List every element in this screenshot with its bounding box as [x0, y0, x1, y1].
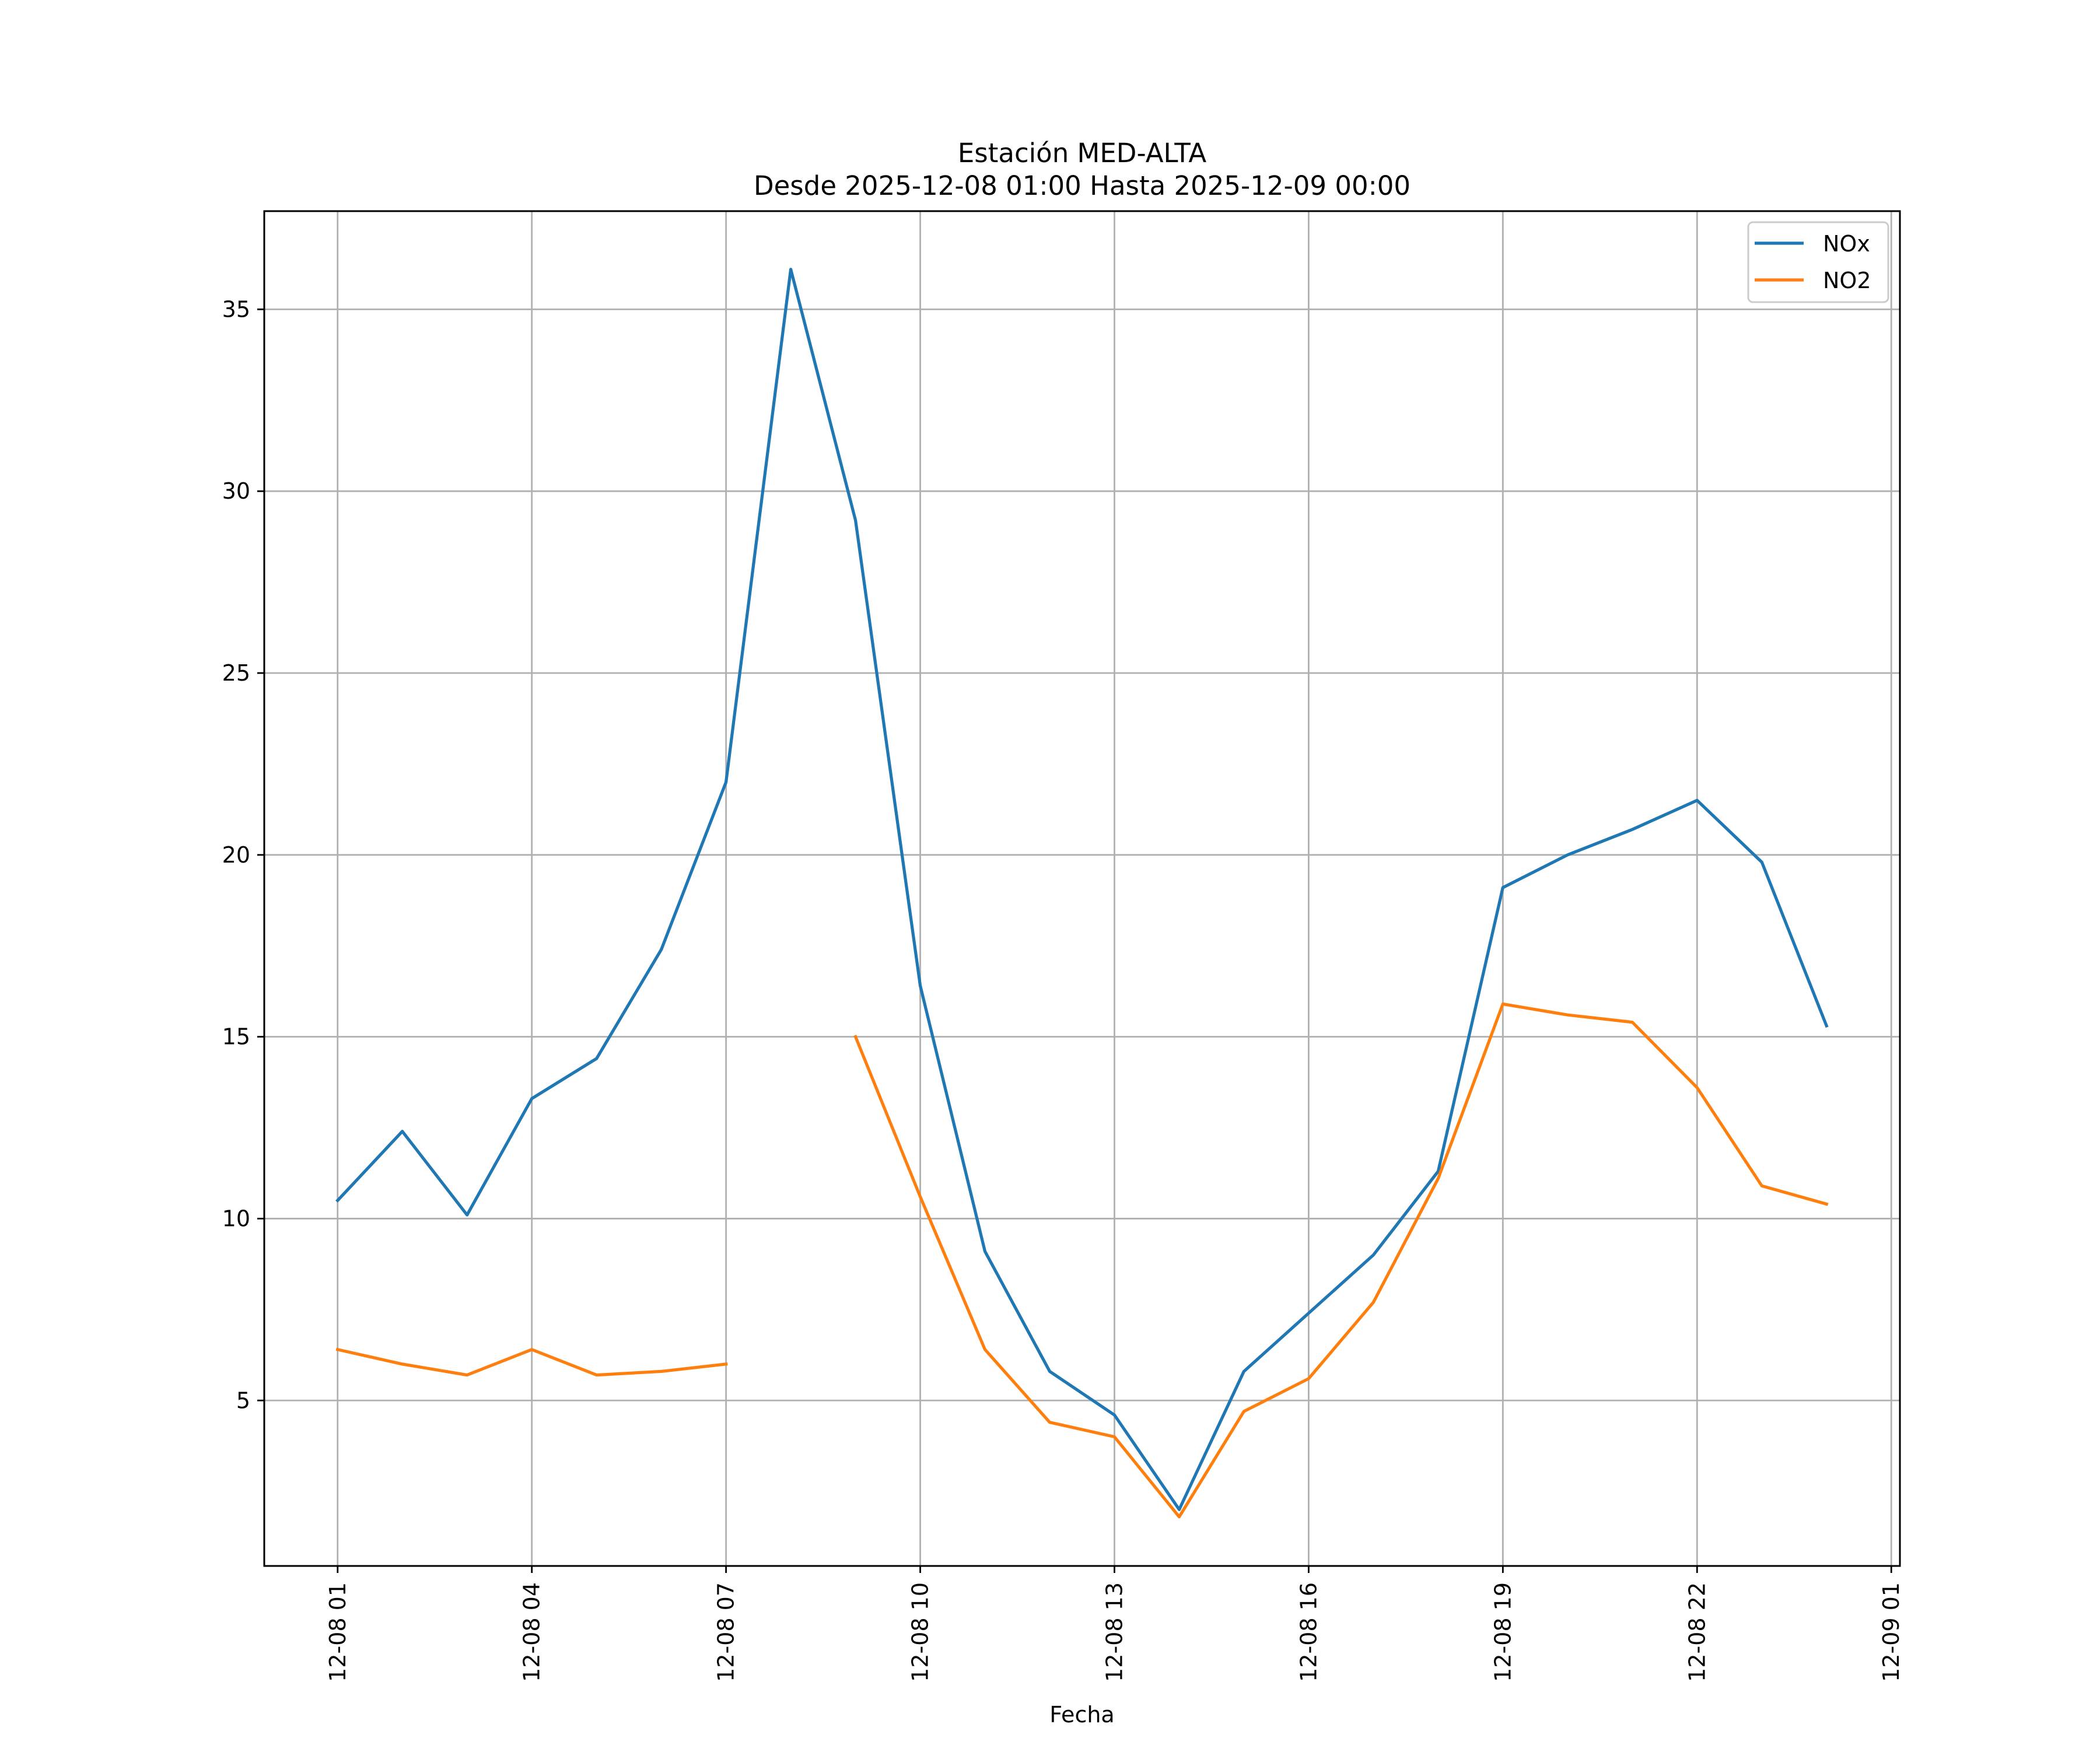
- y-axis: 5 10 15 20 25 30 35: [222, 296, 264, 1413]
- y-tick-label: 30: [222, 478, 250, 504]
- plot-frame: [264, 211, 1900, 1566]
- y-tick-label: 15: [222, 1024, 250, 1050]
- x-tick-label: 12-08 19: [1490, 1582, 1516, 1682]
- y-tick-label: 20: [222, 842, 250, 868]
- chart-subtitle: Desde 2025-12-08 01:00 Hasta 2025-12-09 …: [754, 170, 1410, 201]
- x-tick-label: 12-08 22: [1684, 1582, 1710, 1682]
- x-tick-label: 12-08 04: [519, 1582, 545, 1682]
- y-tick-label: 25: [222, 660, 250, 686]
- x-tick-label: 12-08 07: [713, 1582, 739, 1682]
- x-axis-label: Fecha: [1049, 1702, 1114, 1728]
- legend: NOx NO2: [1748, 222, 1888, 302]
- x-tick-label: 12-08 10: [908, 1582, 933, 1682]
- x-tick-label: 12-08 16: [1296, 1582, 1321, 1682]
- legend-label-no2: NO2: [1823, 268, 1871, 293]
- chart-title: Estación MED-ALTA: [958, 138, 1207, 169]
- series-lines: [338, 269, 1826, 1517]
- x-tick-label: 12-08 01: [325, 1582, 351, 1682]
- series-line-nox: [338, 269, 1826, 1510]
- y-tick-label: 35: [222, 296, 250, 322]
- x-axis: 12-08 01 12-08 04 12-08 07 12-08 10 12-08 13…: [325, 1566, 1904, 1682]
- x-tick-label: 12-09 01: [1878, 1582, 1904, 1682]
- y-tick-label: 10: [222, 1206, 250, 1231]
- x-tick-label: 12-08 13: [1101, 1582, 1127, 1682]
- y-tick-label: 5: [236, 1387, 250, 1413]
- grid-lines: [264, 211, 1900, 1566]
- legend-label-nox: NOx: [1823, 231, 1870, 257]
